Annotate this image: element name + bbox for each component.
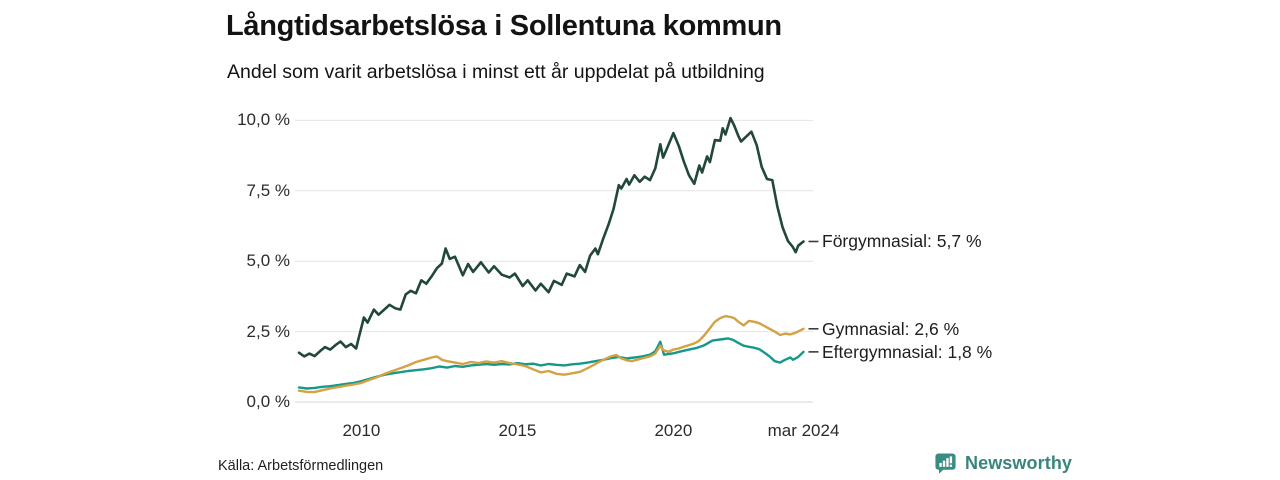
y-tick-label: 7,5 %: [246, 180, 290, 200]
x-tick-label: 2010: [342, 421, 381, 440]
y-tick-label: 5,0 %: [246, 251, 290, 271]
chart-title: Långtidsarbetslösa i Sollentuna kommun: [226, 10, 782, 42]
series-end-label: Gymnasial: 2,6 %: [822, 318, 960, 339]
y-tick-label: 2,5 %: [246, 321, 290, 341]
series-end-label: Förgymnasial: 5,7 %: [822, 231, 982, 252]
x-tick-label: 2020: [654, 421, 693, 440]
x-tick-label: mar 2024: [767, 421, 840, 440]
y-tick-label: 0,0 %: [246, 392, 290, 411]
y-tick-label: 10,0 %: [237, 110, 290, 130]
newsworthy-logo-icon: [935, 453, 956, 474]
brand-name: Newsworthy: [965, 453, 1073, 473]
chart-subtitle: Andel som varit arbetslösa i minst ett å…: [227, 61, 765, 83]
series-end-label: Eftergymnasial: 1,8 %: [822, 341, 993, 362]
x-tick-label: 2015: [498, 421, 537, 440]
source-note: Källa: Arbetsförmedlingen: [218, 458, 384, 474]
brand-logo: Newsworthy: [934, 452, 1072, 475]
